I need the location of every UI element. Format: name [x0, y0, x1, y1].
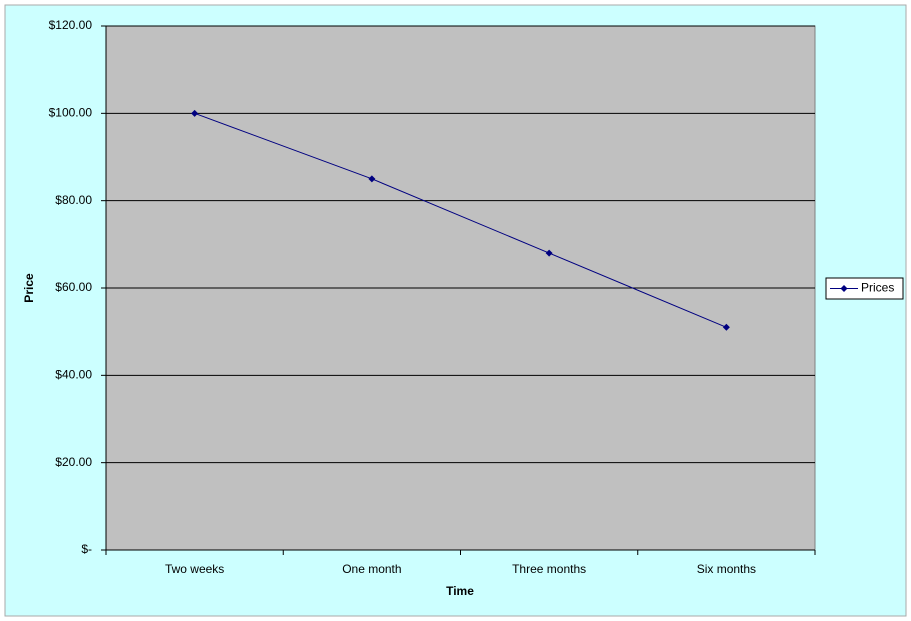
legend-label: Prices — [861, 281, 894, 295]
x-tick-label: Two weeks — [165, 562, 224, 576]
legend-marker — [840, 285, 848, 292]
legend — [825, 277, 904, 300]
x-axis-title: Time — [446, 584, 474, 598]
x-tick-label: Three months — [512, 562, 586, 576]
series-line — [194, 112, 727, 328]
y-tick-label: $20.00 — [55, 455, 92, 469]
point-marker — [368, 175, 376, 183]
y-tick-label: $100.00 — [49, 106, 93, 120]
y-tick-label: $60.00 — [55, 280, 92, 294]
point-marker — [722, 323, 730, 331]
y-tick-label: $- — [81, 542, 92, 556]
point-marker — [545, 249, 553, 257]
y-tick-label: $120.00 — [49, 18, 93, 32]
y-tick-label: $40.00 — [55, 368, 92, 382]
y-axis-title: Price — [22, 273, 36, 303]
x-tick-label: Six months — [697, 562, 756, 576]
point-marker — [191, 109, 199, 117]
x-tick-label: One month — [342, 562, 401, 576]
y-tick-label: $80.00 — [55, 193, 92, 207]
